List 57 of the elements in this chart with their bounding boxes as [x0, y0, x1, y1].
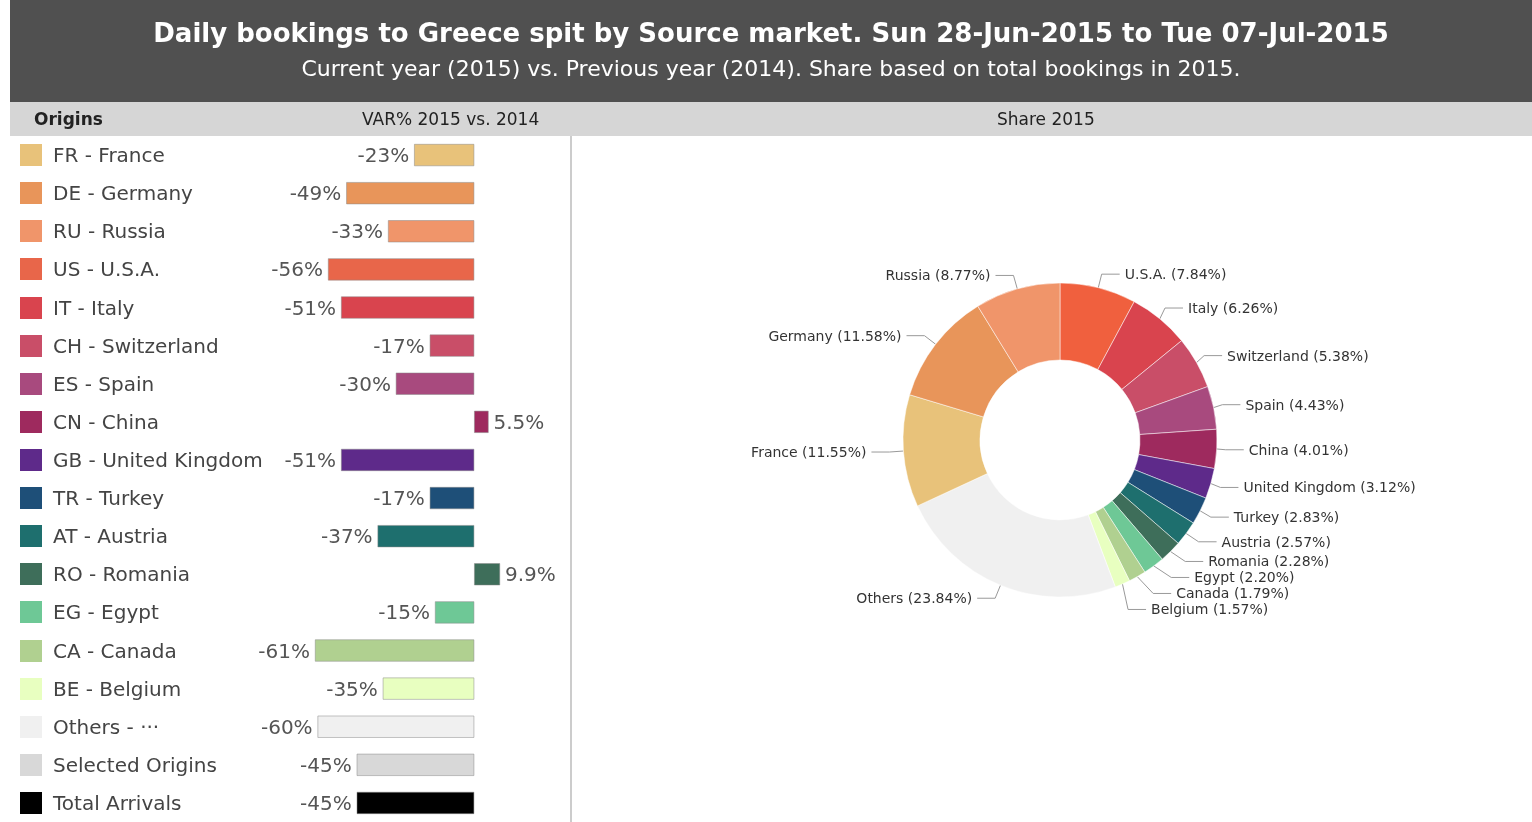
data-label: -61%: [258, 638, 310, 663]
text: Daily bookings to Greece spit by Source market. Sun 28-Jun-2015 to Tue 07-Jul-2015: [152, 17, 1390, 48]
data-label: -45%: [300, 752, 352, 777]
y-tick-label: ES - Spain: [53, 371, 155, 396]
y-tick-label: IT - Italy: [53, 295, 135, 320]
slice-label: Romania (2.28%): [1208, 553, 1330, 570]
slice-label: Austria (2.57%): [1221, 533, 1331, 550]
data-label: 9.9%: [505, 562, 556, 587]
y-tick-label: Total Arrivals: [52, 790, 182, 815]
slice-label: China (4.01%): [1248, 441, 1349, 458]
data-label: -37%: [320, 524, 373, 549]
text: Current year (2015) vs. Previous year (2014). Share based on total bookings in 2015.: [300, 56, 1242, 81]
data-label: -33%: [331, 219, 384, 244]
slice-label: Spain (4.43%): [1245, 396, 1345, 413]
slice-label: U.S.A. (7.84%): [1124, 266, 1227, 283]
y-tick-label: DE - Germany: [53, 181, 194, 206]
data-label: -15%: [378, 600, 431, 625]
data-label: 5.5%: [493, 409, 545, 434]
slice-label: France (11.55%): [751, 444, 867, 461]
slice-label: Egypt (2.20%): [1194, 569, 1295, 586]
y-tick-label: Selected Origins: [53, 752, 217, 777]
data-label: -35%: [326, 676, 378, 701]
y-tick-label: AT - Austria: [53, 524, 168, 549]
data-label: -56%: [271, 257, 324, 282]
y-tick-label: FR - France: [53, 143, 165, 168]
y-tick-label: Others - ···: [53, 714, 160, 739]
data-label: -49%: [289, 181, 342, 206]
y-tick-label: CN - China: [53, 409, 159, 434]
data-label: -30%: [339, 371, 391, 396]
data-label: -51%: [284, 295, 337, 320]
y-tick-label: CH - Switzerland: [53, 333, 219, 358]
y-tick-label: RU - Russia: [53, 219, 166, 244]
slice-label: Belgium (1.57%): [1151, 601, 1269, 618]
y-tick-label: TR - Turkey: [52, 486, 165, 511]
y-tick-label: GB - United Kingdom: [53, 447, 263, 472]
slice-label: Russia (8.77%): [885, 267, 991, 284]
data-label: -17%: [373, 333, 425, 358]
slice-label: United Kingdom (3.12%): [1243, 479, 1416, 496]
slice-label: Italy (6.26%): [1188, 300, 1279, 317]
slice-label: Germany (11.58%): [768, 327, 902, 344]
data-label: -17%: [373, 486, 425, 511]
slice-label: Turkey (2.83%): [1232, 509, 1340, 526]
y-tick-label: CA - Canada: [53, 638, 177, 663]
x-axis-title: VAR% 2015 vs. 2014: [362, 109, 540, 129]
data-label: -60%: [260, 714, 313, 739]
y-tick-label: EG - Egypt: [53, 600, 159, 625]
y-tick-label: BE - Belgium: [53, 676, 182, 701]
data-label: -45%: [300, 790, 352, 815]
y-axis-title: Origins: [34, 109, 103, 129]
slice-label: Canada (1.79%): [1176, 585, 1290, 602]
data-label: -51%: [284, 447, 337, 472]
y-tick-label: US - U.S.A.: [53, 257, 161, 282]
slice-label: Switzerland (5.38%): [1227, 347, 1369, 364]
slice-label: Others (23.84%): [856, 590, 973, 607]
chart-title: Share 2015: [997, 109, 1095, 129]
data-label: -23%: [357, 143, 410, 168]
y-tick-label: RO - Romania: [53, 562, 191, 587]
